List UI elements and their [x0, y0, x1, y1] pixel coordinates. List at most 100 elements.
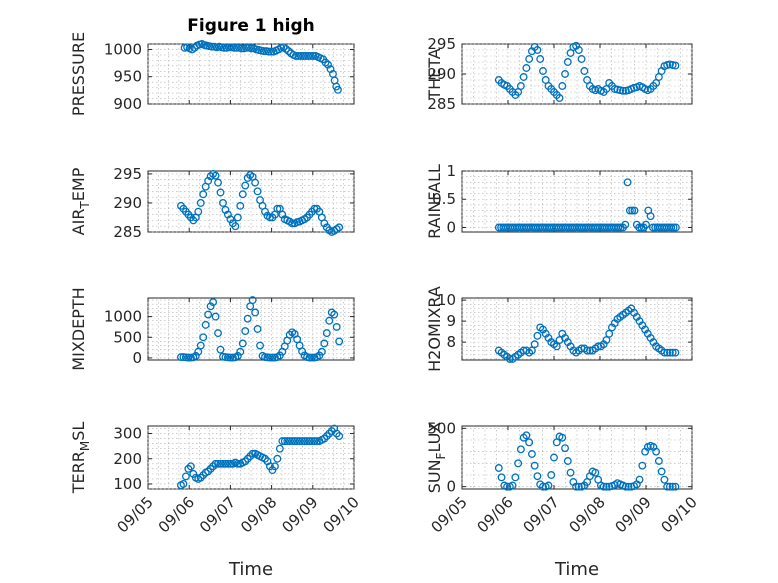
data-point — [321, 58, 330, 67]
data-point — [226, 353, 235, 362]
data-point — [530, 340, 539, 349]
data-point — [621, 220, 630, 229]
data-point — [663, 482, 672, 491]
data-point — [574, 46, 583, 54]
data-point — [259, 47, 268, 56]
data-point — [324, 60, 332, 69]
y-tick-label: 285 — [427, 95, 456, 113]
x-axis-label: Time — [228, 559, 273, 580]
data-point — [261, 454, 269, 463]
data-point — [268, 353, 277, 362]
data-point — [233, 351, 242, 360]
data-point — [671, 223, 680, 232]
axes-box — [461, 43, 693, 105]
x-axis-label: Time — [554, 559, 599, 580]
data-point — [309, 52, 318, 60]
data-point — [196, 341, 205, 350]
data-point — [204, 310, 213, 319]
data-point — [614, 223, 623, 232]
data-point — [671, 482, 680, 491]
data-point — [320, 434, 329, 443]
data-point — [322, 329, 331, 338]
data-point — [248, 296, 257, 305]
data-point — [308, 353, 316, 362]
data-point — [525, 55, 534, 63]
data-point — [283, 437, 292, 446]
data-point — [561, 70, 569, 78]
data-point — [335, 223, 344, 232]
data-point — [211, 459, 220, 468]
x-tick-label: 09/10 — [658, 493, 701, 536]
y-tick-label: 200 — [113, 450, 142, 468]
data-point — [635, 223, 644, 232]
data-point — [216, 345, 225, 354]
data-point — [605, 329, 614, 338]
data-point — [228, 353, 237, 362]
y-axis-label: SUNFLUX — [425, 422, 448, 494]
data-point — [206, 172, 215, 181]
data-point — [186, 462, 195, 471]
data-point — [285, 330, 294, 339]
y-tick-label: 500 — [427, 419, 456, 437]
data-point — [305, 437, 314, 446]
data-point — [233, 459, 242, 468]
series-markers — [494, 431, 680, 491]
data-point — [253, 187, 262, 196]
data-point — [199, 471, 208, 480]
y-tick-label: 1000 — [104, 40, 142, 58]
y-tick-label: 295 — [113, 165, 142, 183]
data-point — [580, 67, 589, 75]
data-point — [291, 52, 300, 60]
y-axis-label: H2OMIXRA — [425, 286, 444, 372]
data-point — [238, 190, 247, 199]
data-point — [660, 475, 669, 484]
data-point — [668, 348, 677, 357]
y-tick-label: 285 — [113, 223, 142, 241]
data-point — [201, 320, 210, 329]
data-point — [214, 329, 222, 338]
data-point — [248, 449, 257, 458]
data-point — [508, 481, 517, 490]
data-point — [214, 459, 222, 468]
data-point — [261, 353, 269, 362]
data-point — [544, 481, 553, 490]
data-point — [572, 482, 581, 491]
data-point — [230, 43, 239, 52]
data-point — [285, 437, 294, 446]
data-point — [322, 432, 331, 441]
data-point — [667, 223, 676, 232]
data-point — [206, 464, 215, 473]
data-point — [199, 190, 208, 199]
x-tick-label: 09/05 — [114, 493, 157, 536]
data-point — [241, 327, 250, 336]
data-point — [335, 337, 344, 346]
series-markers — [177, 169, 344, 236]
data-point — [527, 450, 536, 458]
x-tick-label: 09/07 — [196, 493, 239, 536]
data-point — [181, 472, 190, 481]
data-point — [668, 482, 677, 491]
data-point — [312, 437, 321, 446]
data-point — [214, 178, 222, 187]
data-point — [216, 188, 225, 197]
series-markers — [177, 296, 344, 362]
data-point — [280, 437, 289, 446]
data-point — [241, 181, 250, 190]
data-point — [223, 459, 232, 468]
data-point — [583, 346, 592, 355]
data-point — [514, 459, 523, 468]
data-point — [320, 219, 329, 228]
data-point — [233, 213, 242, 222]
y-tick-label: 0 — [132, 349, 142, 367]
data-point — [638, 461, 647, 470]
x-tick-label: 09/10 — [320, 493, 363, 536]
data-point — [196, 199, 205, 207]
data-point — [310, 437, 319, 446]
data-point — [602, 336, 611, 344]
data-point — [241, 457, 250, 466]
data-point — [226, 215, 235, 224]
data-point — [306, 52, 315, 60]
y-axis-label: MIXDEPTH — [69, 287, 88, 370]
